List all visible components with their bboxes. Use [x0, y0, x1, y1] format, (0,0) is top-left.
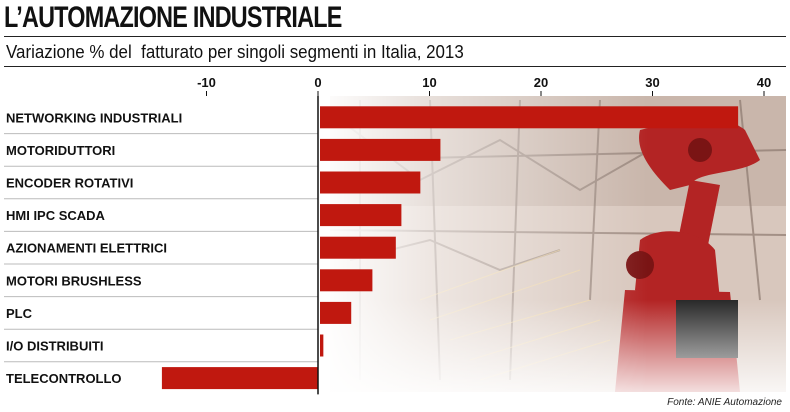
bar: [320, 171, 421, 194]
x-axis: -10 0 10 20 30 40: [197, 75, 771, 96]
title-divider: [4, 36, 786, 37]
bar: [320, 138, 441, 161]
category-label: ENCODER ROTATIVI: [6, 176, 133, 191]
category-label: HMI IPC SCADA: [6, 208, 106, 223]
category-labels: NETWORKING INDUSTRIALI MOTORIDUTTORI ENCOD…: [4, 110, 318, 386]
category-label: MOTORIDUTTORI: [6, 143, 115, 158]
x-tick-label: 40: [757, 75, 771, 90]
bars: [161, 106, 739, 390]
bar: [320, 334, 324, 357]
bar: [320, 301, 352, 324]
x-tick-label: 10: [422, 75, 436, 90]
category-label: TELECONTROLLO: [6, 371, 122, 386]
chart-title: L’AUTOMAZIONE INDUSTRIALE: [4, 1, 342, 34]
bar: [161, 367, 318, 390]
category-label: PLC: [6, 306, 33, 321]
bar: [320, 204, 402, 227]
x-tick-label: 0: [314, 75, 321, 90]
bar: [320, 269, 373, 292]
category-label: NETWORKING INDUSTRIALI: [6, 110, 182, 125]
category-label: AZIONAMENTI ELETTRICI: [6, 241, 167, 256]
x-tick-label: 30: [645, 75, 659, 90]
chart-subtitle: Variazione % del fatturato per singoli s…: [6, 42, 464, 62]
subtitle-divider: [4, 66, 786, 67]
bar: [320, 236, 396, 259]
category-label: I/O DISTRIBUITI: [6, 339, 104, 354]
source-note: Fonte: ANIE Automazione: [667, 397, 782, 408]
category-label: MOTORI BRUSHLESS: [6, 273, 142, 288]
x-tick-label: 20: [534, 75, 548, 90]
bar: [320, 106, 739, 129]
x-tick-label: -10: [197, 75, 216, 90]
